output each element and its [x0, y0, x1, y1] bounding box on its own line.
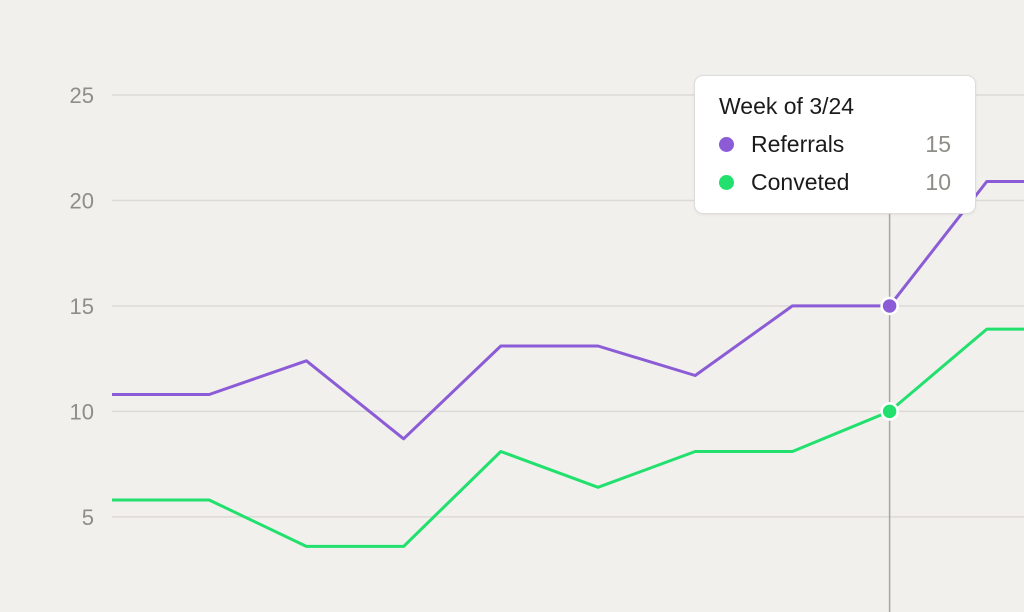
y-tick-label: 10 — [70, 399, 94, 424]
tooltip-title: Week of 3/24 — [719, 93, 855, 119]
referrals-legend-dot — [719, 136, 734, 152]
tooltip-row-referrals: Referrals 15 — [719, 131, 951, 157]
tooltip-label: Conveted — [751, 169, 850, 195]
highlight-points — [880, 296, 899, 421]
data-point[interactable] — [880, 296, 899, 316]
series-line-referrals — [112, 180, 1024, 441]
tooltip-value: 15 — [925, 131, 951, 157]
converted-legend-dot — [719, 174, 734, 190]
data-point[interactable] — [880, 402, 899, 421]
y-tick-label: 5 — [82, 505, 94, 530]
y-tick-label: 15 — [70, 294, 94, 319]
series-lines — [112, 180, 1024, 548]
y-tick-label: 25 — [70, 83, 94, 108]
chart-tooltip: Week of 3/24 Referrals 15 Conveted 10 — [694, 75, 976, 214]
y-tick-label: 20 — [70, 189, 94, 214]
tooltip-row-converted: Conveted 10 — [719, 169, 951, 195]
series-line-conveted — [112, 327, 1024, 548]
tooltip-label: Referrals — [751, 131, 845, 157]
tooltip-value: 10 — [925, 169, 951, 195]
y-axis-ticks: 5 10 15 20 25 — [70, 83, 94, 530]
